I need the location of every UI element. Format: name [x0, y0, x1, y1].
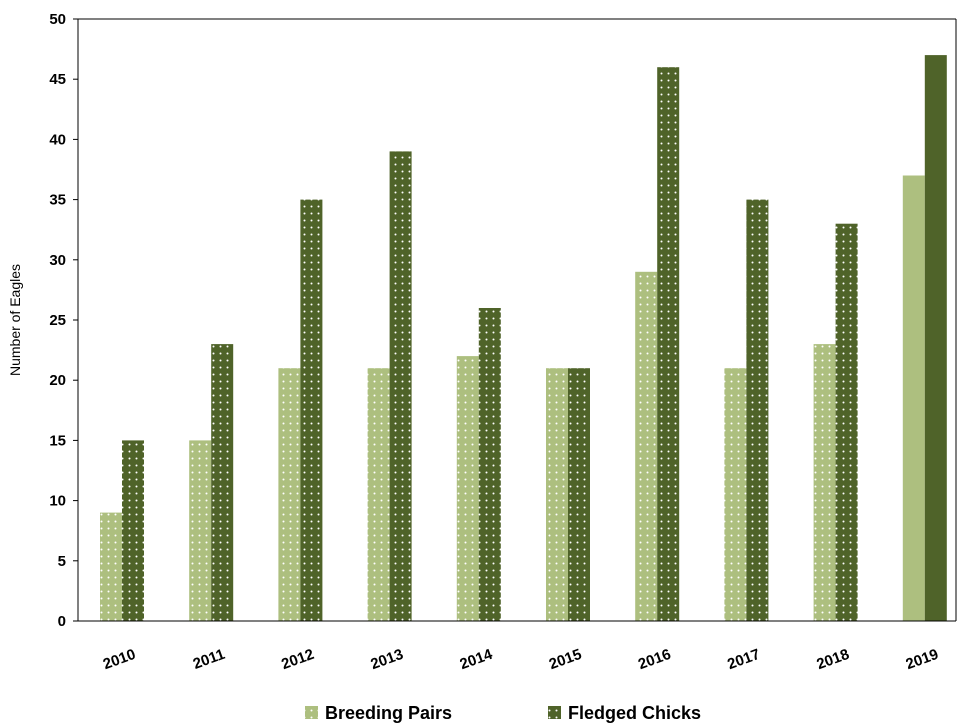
bar-fledged-chicks-2019 — [924, 55, 947, 622]
y-tick-label: 10 — [49, 493, 66, 510]
bar-breeding-pairs-2010 — [100, 512, 122, 621]
bars-layer — [100, 55, 947, 622]
bar-breeding-pairs-2015 — [546, 368, 568, 621]
legend-swatch-fledged-chicks — [548, 706, 561, 719]
bar-breeding-pairs-2017 — [724, 368, 747, 621]
legend-swatch-breeding-pairs — [305, 706, 318, 719]
legend-label-fledged-chicks: Fledged Chicks — [568, 703, 701, 723]
x-tick-label: 2019 — [904, 646, 941, 673]
x-tick-label: 2010 — [101, 646, 138, 673]
x-tick-label: 2017 — [725, 646, 762, 673]
y-tick-label: 0 — [58, 613, 66, 630]
y-tick-label: 15 — [49, 432, 66, 449]
y-tick-label: 35 — [49, 192, 66, 209]
y-tick-label: 45 — [49, 71, 66, 88]
bar-fledged-chicks-2015 — [568, 368, 590, 621]
bar-fledged-chicks-2018 — [835, 223, 858, 621]
bar-fledged-chicks-2014 — [478, 308, 501, 621]
bar-fledged-chicks-2010 — [122, 440, 144, 621]
y-tick-label: 30 — [49, 252, 66, 269]
bar-breeding-pairs-2012 — [278, 368, 301, 621]
x-tick-label: 2014 — [458, 646, 496, 674]
x-tick-label: 2013 — [368, 646, 405, 673]
bar-fledged-chicks-2017 — [746, 199, 769, 621]
x-tick-label: 2016 — [636, 646, 673, 673]
bar-breeding-pairs-2013 — [367, 368, 390, 621]
x-tick-label: 2018 — [814, 646, 851, 673]
legend-label-breeding-pairs: Breeding Pairs — [325, 703, 452, 723]
y-tick-label: 25 — [49, 312, 66, 329]
bar-fledged-chicks-2011 — [211, 344, 234, 621]
bar-breeding-pairs-2014 — [456, 356, 479, 621]
y-tick-label: 5 — [58, 553, 66, 570]
bar-fledged-chicks-2016 — [657, 67, 680, 621]
y-tick-label: 50 — [49, 11, 66, 28]
bar-fledged-chicks-2012 — [300, 199, 323, 621]
y-axis-title: Number of Eagles — [7, 264, 23, 376]
x-tick-label: 2012 — [279, 646, 316, 673]
bar-breeding-pairs-2011 — [189, 440, 212, 621]
legend: Breeding Pairs Fledged Chicks — [305, 703, 701, 723]
bar-breeding-pairs-2016 — [635, 271, 658, 621]
y-tick-label: 40 — [49, 131, 66, 148]
x-tick-label: 2015 — [547, 646, 584, 673]
x-tick-label: 2011 — [191, 646, 227, 673]
bar-breeding-pairs-2018 — [813, 344, 836, 621]
y-tick-label: 20 — [49, 372, 66, 389]
bar-breeding-pairs-2019 — [902, 175, 925, 621]
bar-fledged-chicks-2013 — [389, 151, 412, 621]
